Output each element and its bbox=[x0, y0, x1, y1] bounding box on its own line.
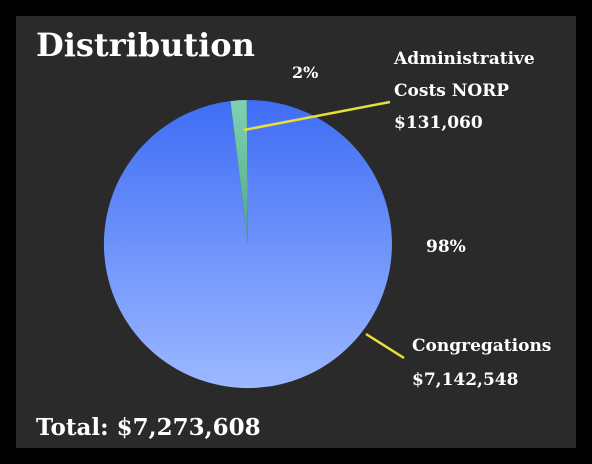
amount-label-congregations: $7,142,548 bbox=[412, 370, 518, 390]
leader-line-congregations bbox=[365, 332, 405, 360]
percent-label-administrative: 2% bbox=[292, 63, 318, 82]
chart-slide: 2% Administrative Costs NORP $131,060 98… bbox=[16, 16, 576, 448]
pie-chart: 2% Administrative Costs NORP $131,060 98… bbox=[103, 49, 551, 390]
category-label-administrative-line1: Administrative bbox=[393, 49, 535, 69]
pie-slice-congregations bbox=[103, 100, 392, 389]
amount-label-administrative: $131,060 bbox=[394, 113, 483, 133]
category-label-administrative-line2: Costs NORP bbox=[394, 81, 509, 101]
leader-line-administrative bbox=[243, 100, 391, 132]
total-label: Total: $7,273,608 bbox=[36, 414, 261, 441]
percent-label-congregations: 98% bbox=[426, 237, 466, 257]
pie-slice-administrative-costs bbox=[230, 100, 248, 244]
category-label-congregations: Congregations bbox=[412, 336, 551, 356]
chart-title: Distribution bbox=[36, 26, 255, 64]
